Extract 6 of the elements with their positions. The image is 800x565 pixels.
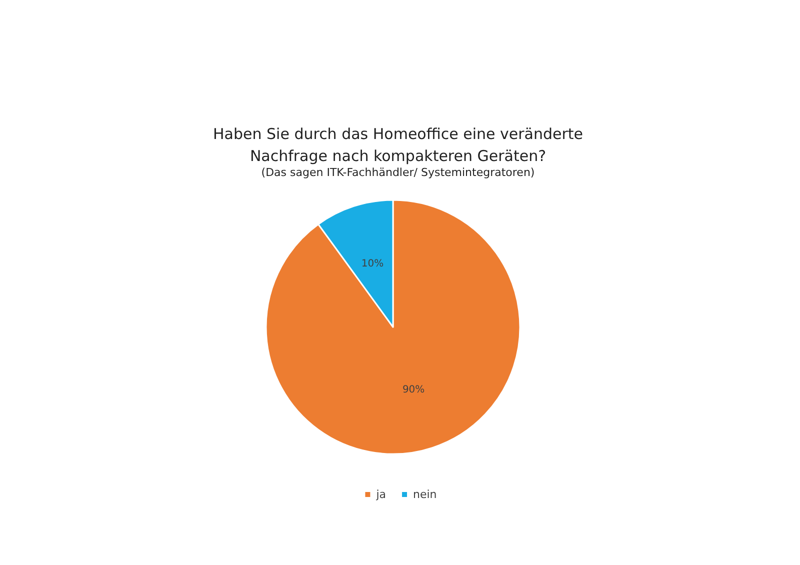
chart-subtitle: (Das sagen ITK-Fachhändler/ Systemintegratoren) [261,166,535,179]
chart-title: Haben Sie durch das Homeoffice eine veränderte Nachfrage nach kompakteren Geräten? [213,125,583,165]
data-label: 90% [402,384,425,396]
data-label: 10% [361,258,384,270]
legend-label: ja [375,488,386,501]
legend-label: nein [413,488,437,501]
